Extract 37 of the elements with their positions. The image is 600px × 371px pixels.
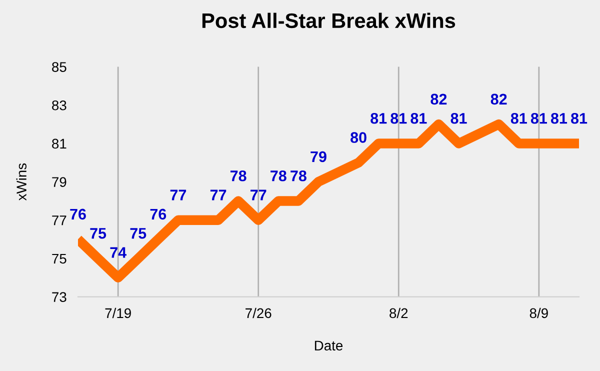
x-axis-title: Date <box>314 340 343 351</box>
data-label: 81 <box>570 112 588 124</box>
y-tick-label: 75 <box>52 254 66 264</box>
data-label: 76 <box>70 208 86 220</box>
y-axis-title: xWins <box>16 163 26 201</box>
data-label: 80 <box>350 132 366 143</box>
data-label: 81 <box>510 112 527 124</box>
x-tick-label: 7/19 <box>105 308 131 318</box>
x-tick-label: 8/9 <box>530 308 548 318</box>
data-label: 78 <box>270 170 286 182</box>
data-label: 74 <box>110 247 126 258</box>
y-tick-label: 81 <box>52 138 66 149</box>
data-label: 77 <box>170 190 186 200</box>
data-label: 75 <box>90 228 106 239</box>
y-tick-label: 79 <box>52 177 66 187</box>
data-label: 76 <box>150 208 166 220</box>
data-label: 82 <box>430 94 447 105</box>
data-label: 81 <box>550 112 568 124</box>
data-label: 77 <box>250 190 266 200</box>
chart-title: Post All-Star Break xWins <box>202 12 456 28</box>
data-label: 77 <box>210 190 226 200</box>
data-label: 78 <box>290 170 306 182</box>
data-label: 81 <box>370 112 387 124</box>
y-tick-label: 77 <box>52 216 66 226</box>
y-tick-label: 83 <box>52 100 66 110</box>
data-label: 81 <box>410 112 427 124</box>
data-label: 81 <box>450 112 467 124</box>
x-tick-label: 8/2 <box>390 308 408 318</box>
y-tick-label: 85 <box>52 62 66 72</box>
x-tick-label: 7/26 <box>246 308 272 318</box>
data-label: 81 <box>390 112 407 124</box>
data-label: 82 <box>490 94 507 105</box>
data-label: 81 <box>530 112 547 124</box>
data-label: 78 <box>230 170 246 182</box>
y-tick-label: 73 <box>52 292 66 302</box>
data-label: 79 <box>310 151 326 162</box>
data-label: 75 <box>130 228 146 239</box>
